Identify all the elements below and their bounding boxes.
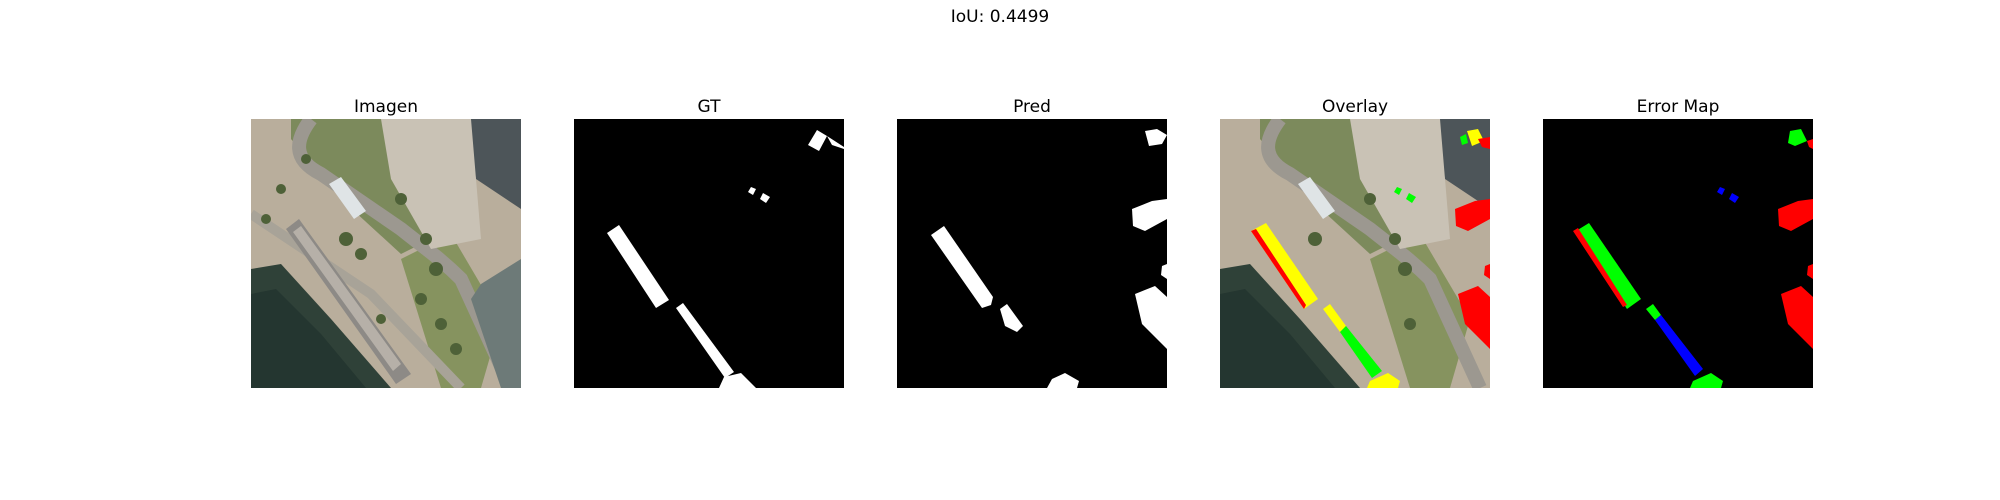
panel-title-imagen: Imagen — [353, 97, 418, 117]
panel-title-overlay: Overlay — [1321, 97, 1389, 117]
aerial-image — [251, 119, 521, 388]
panel-title-gt: GT — [697, 97, 721, 117]
figure-title: IoU: 0.4499 — [950, 7, 1050, 27]
overlay-image — [1220, 119, 1490, 388]
panel-title-pred: Pred — [1013, 97, 1051, 117]
pred-mask — [897, 119, 1167, 388]
error-map — [1543, 119, 1813, 388]
gt-mask — [574, 119, 844, 388]
panel-title-error-map: Error Map — [1636, 97, 1720, 117]
